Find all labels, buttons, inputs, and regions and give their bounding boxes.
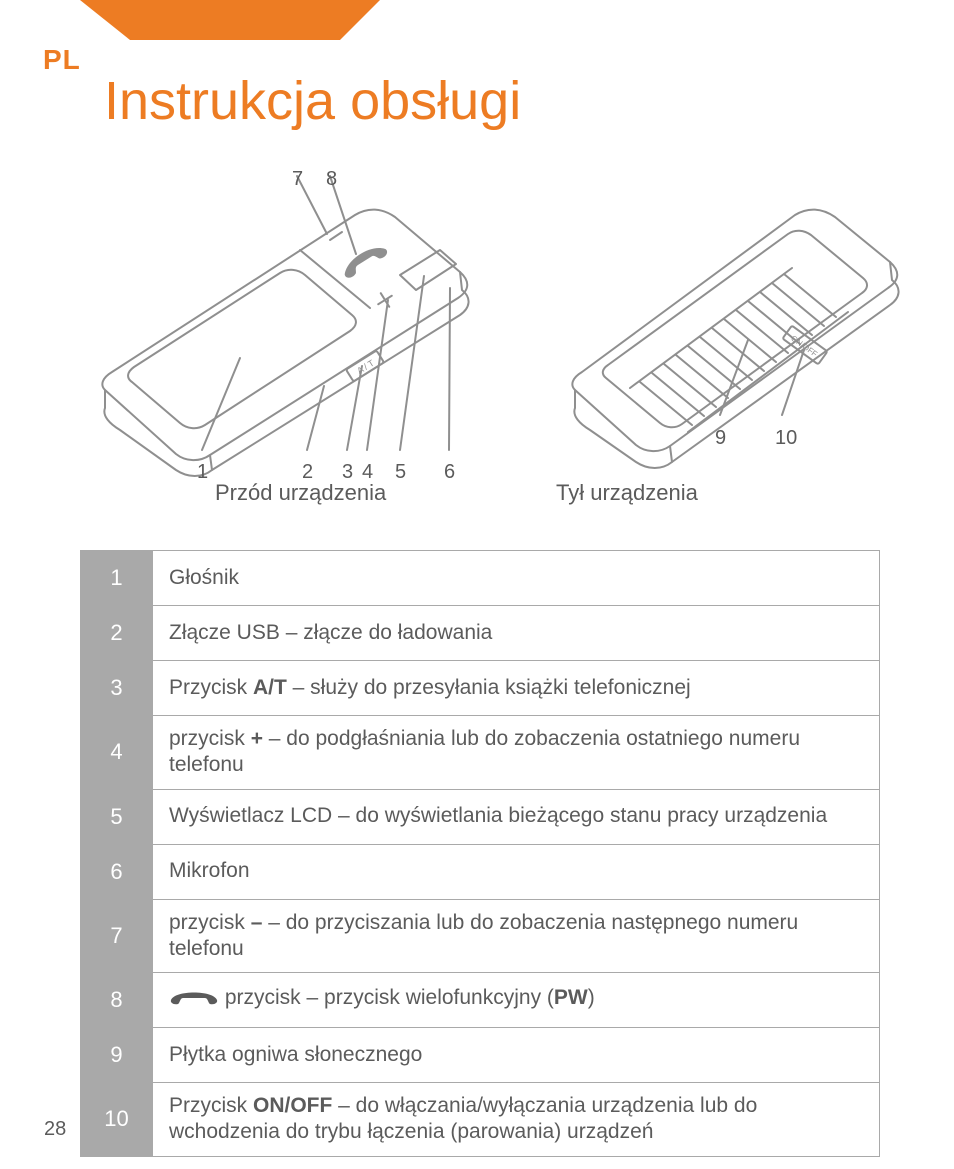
diagram-number-label: 7 bbox=[292, 168, 303, 191]
table-row: 4przycisk + – do podgłaśniania lub do zo… bbox=[81, 716, 880, 790]
part-description-cell: Głośnik bbox=[153, 551, 880, 606]
part-number-cell: 6 bbox=[81, 844, 153, 899]
part-number-cell: 2 bbox=[81, 606, 153, 661]
diagram-number-label: 1 bbox=[197, 461, 208, 484]
diagram-number-label: 8 bbox=[326, 168, 337, 191]
table-row: 6Mikrofon bbox=[81, 844, 880, 899]
part-number-cell: 1 bbox=[81, 551, 153, 606]
part-number-cell: 8 bbox=[81, 973, 153, 1028]
part-number-cell: 10 bbox=[81, 1083, 153, 1157]
part-description-cell: Przycisk A/T – służy do przesyłania ksią… bbox=[153, 661, 880, 716]
part-description-cell: Mikrofon bbox=[153, 844, 880, 899]
part-description-cell: przycisk + – do podgłaśniania lub do zob… bbox=[153, 716, 880, 790]
manual-page: PL Instrukcja obsługi bbox=[0, 0, 954, 1169]
part-number-cell: 3 bbox=[81, 661, 153, 716]
part-description-cell: przycisk – – do przyciszania lub do zoba… bbox=[153, 899, 880, 973]
table-row: 1Głośnik bbox=[81, 551, 880, 606]
table-row: 2Złącze USB – złącze do ładowania bbox=[81, 606, 880, 661]
table-row: 7przycisk – – do przyciszania lub do zob… bbox=[81, 899, 880, 973]
front-caption: Przód urządzenia bbox=[215, 480, 386, 506]
table-row: 8 przycisk – przycisk wielofunkcyjny (PW… bbox=[81, 973, 880, 1028]
part-description-cell: Przycisk ON/OFF – do włączania/wyłączani… bbox=[153, 1083, 880, 1157]
page-title: Instrukcja obsługi bbox=[104, 70, 521, 132]
device-diagrams: A / T bbox=[0, 150, 954, 510]
language-code: PL bbox=[43, 44, 81, 76]
part-description-cell: Płytka ogniwa słonecznego bbox=[153, 1028, 880, 1083]
table-row: 9Płytka ogniwa słonecznego bbox=[81, 1028, 880, 1083]
part-description-cell: Złącze USB – złącze do ładowania bbox=[153, 606, 880, 661]
part-description-cell: przycisk – przycisk wielofunkcyjny (PW) bbox=[153, 973, 880, 1028]
part-number-cell: 4 bbox=[81, 716, 153, 790]
part-number-cell: 9 bbox=[81, 1028, 153, 1083]
diagram-number-label: 5 bbox=[395, 461, 406, 484]
table-row: 5Wyświetlacz LCD – do wyświetlania bieżą… bbox=[81, 789, 880, 844]
table-row: 3Przycisk A/T – służy do przesyłania ksi… bbox=[81, 661, 880, 716]
part-description-cell: Wyświetlacz LCD – do wyświetlania bieżąc… bbox=[153, 789, 880, 844]
page-number: 28 bbox=[44, 1118, 66, 1141]
diagram-number-label: 9 bbox=[715, 427, 726, 450]
table-row: 10Przycisk ON/OFF – do włączania/wyłącza… bbox=[81, 1083, 880, 1157]
part-number-cell: 7 bbox=[81, 899, 153, 973]
diagram-number-label: 6 bbox=[444, 461, 455, 484]
corner-accent bbox=[80, 0, 400, 40]
part-number-cell: 5 bbox=[81, 789, 153, 844]
diagram-number-label: 10 bbox=[775, 427, 797, 450]
back-caption: Tył urządzenia bbox=[556, 480, 698, 506]
parts-table: 1Głośnik2Złącze USB – złącze do ładowani… bbox=[80, 550, 880, 1157]
